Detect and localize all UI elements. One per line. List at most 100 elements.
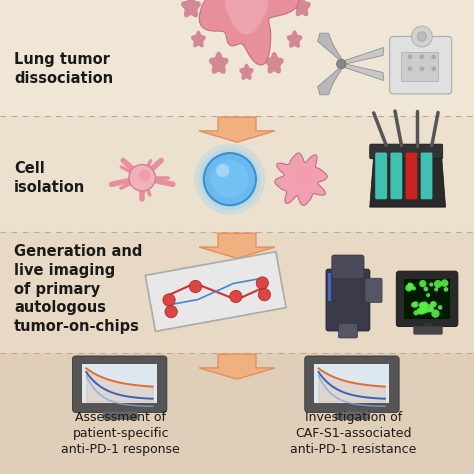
Polygon shape bbox=[287, 30, 302, 48]
Polygon shape bbox=[146, 252, 286, 331]
Circle shape bbox=[429, 283, 433, 287]
FancyBboxPatch shape bbox=[103, 411, 138, 420]
Circle shape bbox=[431, 310, 439, 318]
Circle shape bbox=[417, 32, 427, 41]
Circle shape bbox=[413, 310, 419, 316]
Polygon shape bbox=[239, 64, 254, 80]
Circle shape bbox=[431, 55, 436, 59]
Polygon shape bbox=[199, 233, 275, 258]
Circle shape bbox=[438, 305, 443, 310]
FancyBboxPatch shape bbox=[425, 323, 432, 328]
Polygon shape bbox=[199, 117, 275, 142]
Circle shape bbox=[417, 308, 424, 315]
Circle shape bbox=[411, 26, 432, 47]
Polygon shape bbox=[318, 66, 341, 95]
Circle shape bbox=[163, 294, 175, 306]
FancyBboxPatch shape bbox=[378, 172, 384, 193]
Polygon shape bbox=[191, 31, 206, 47]
Polygon shape bbox=[264, 52, 284, 73]
Circle shape bbox=[139, 170, 150, 181]
FancyBboxPatch shape bbox=[73, 356, 167, 412]
FancyBboxPatch shape bbox=[0, 353, 474, 474]
Circle shape bbox=[202, 152, 257, 207]
FancyBboxPatch shape bbox=[393, 172, 400, 193]
Circle shape bbox=[419, 301, 427, 310]
Circle shape bbox=[216, 164, 229, 177]
Polygon shape bbox=[209, 52, 228, 74]
FancyBboxPatch shape bbox=[314, 364, 389, 403]
FancyBboxPatch shape bbox=[423, 172, 430, 193]
Circle shape bbox=[412, 286, 416, 291]
FancyBboxPatch shape bbox=[365, 278, 382, 302]
Circle shape bbox=[423, 287, 428, 292]
FancyBboxPatch shape bbox=[396, 271, 458, 327]
Circle shape bbox=[411, 302, 417, 308]
FancyBboxPatch shape bbox=[420, 152, 433, 200]
FancyBboxPatch shape bbox=[335, 411, 370, 420]
Polygon shape bbox=[199, 0, 299, 65]
Text: Cell
isolation: Cell isolation bbox=[14, 161, 85, 194]
Circle shape bbox=[194, 144, 265, 215]
FancyBboxPatch shape bbox=[332, 255, 364, 279]
Text: Lung tumor
dissociation: Lung tumor dissociation bbox=[14, 52, 113, 85]
Circle shape bbox=[429, 307, 434, 311]
Circle shape bbox=[165, 305, 177, 318]
Circle shape bbox=[426, 293, 430, 297]
FancyBboxPatch shape bbox=[405, 152, 418, 200]
FancyBboxPatch shape bbox=[326, 269, 370, 331]
Polygon shape bbox=[275, 153, 327, 205]
FancyBboxPatch shape bbox=[375, 152, 387, 200]
Circle shape bbox=[430, 301, 437, 307]
Circle shape bbox=[204, 153, 256, 205]
Circle shape bbox=[405, 284, 412, 292]
Circle shape bbox=[441, 279, 448, 287]
Circle shape bbox=[211, 160, 249, 198]
Text: Assessment of
patient-specific
anti-PD-1 response: Assessment of patient-specific anti-PD-1… bbox=[62, 411, 180, 456]
Circle shape bbox=[256, 277, 268, 289]
Circle shape bbox=[419, 280, 427, 287]
Circle shape bbox=[434, 287, 438, 292]
FancyBboxPatch shape bbox=[404, 279, 450, 319]
Circle shape bbox=[425, 304, 434, 312]
Circle shape bbox=[422, 307, 428, 313]
Polygon shape bbox=[341, 63, 384, 81]
FancyBboxPatch shape bbox=[401, 52, 438, 81]
Circle shape bbox=[199, 148, 261, 210]
Text: Generation and
live imaging
of primary
autologous
tumor-on-chips: Generation and live imaging of primary a… bbox=[14, 245, 143, 334]
FancyBboxPatch shape bbox=[408, 172, 415, 193]
Circle shape bbox=[429, 307, 434, 311]
FancyBboxPatch shape bbox=[0, 116, 474, 232]
Circle shape bbox=[444, 287, 448, 292]
Circle shape bbox=[419, 55, 424, 59]
FancyBboxPatch shape bbox=[338, 323, 357, 338]
Circle shape bbox=[337, 59, 346, 69]
Circle shape bbox=[430, 301, 434, 306]
Polygon shape bbox=[318, 33, 341, 62]
Circle shape bbox=[407, 283, 412, 287]
FancyBboxPatch shape bbox=[413, 326, 443, 335]
Circle shape bbox=[129, 164, 155, 191]
Circle shape bbox=[418, 307, 426, 314]
Polygon shape bbox=[181, 0, 201, 18]
FancyBboxPatch shape bbox=[328, 273, 331, 301]
Circle shape bbox=[419, 66, 424, 71]
Circle shape bbox=[295, 167, 312, 184]
Text: Investigation of
CAF-S1-associated
anti-PD-1 resistance: Investigation of CAF-S1-associated anti-… bbox=[290, 411, 416, 456]
Circle shape bbox=[434, 280, 442, 288]
FancyBboxPatch shape bbox=[82, 364, 157, 403]
FancyBboxPatch shape bbox=[390, 152, 402, 200]
Circle shape bbox=[189, 280, 201, 292]
Polygon shape bbox=[199, 354, 275, 379]
Circle shape bbox=[230, 291, 242, 303]
Circle shape bbox=[408, 66, 412, 71]
Circle shape bbox=[408, 283, 414, 290]
FancyBboxPatch shape bbox=[0, 0, 474, 116]
FancyBboxPatch shape bbox=[390, 36, 452, 94]
Circle shape bbox=[431, 66, 436, 71]
Circle shape bbox=[408, 55, 412, 59]
FancyBboxPatch shape bbox=[370, 144, 443, 159]
Circle shape bbox=[421, 301, 428, 308]
FancyBboxPatch shape bbox=[349, 408, 356, 414]
Polygon shape bbox=[370, 146, 446, 207]
Circle shape bbox=[258, 289, 271, 301]
